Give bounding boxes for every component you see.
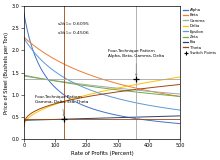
Line: Theta: Theta	[24, 84, 180, 127]
Eta	[179, 115, 181, 117]
Delta	[176, 76, 178, 78]
Eta	[159, 116, 161, 117]
Delta	[40, 109, 43, 111]
Line: Zeta: Zeta	[24, 75, 180, 96]
Gamma	[40, 78, 43, 80]
Epsilon	[159, 106, 161, 108]
Zeta	[40, 78, 43, 80]
Epsilon	[50, 68, 52, 69]
Beta	[50, 56, 52, 58]
Zeta	[50, 79, 52, 81]
Legend: Alpha, Beta, Gamma, Delta, Epsilon, Zeta, Eta, Theta, Switch Points: Alpha, Beta, Gamma, Delta, Epsilon, Zeta…	[183, 8, 216, 55]
Gamma	[159, 91, 161, 93]
Gamma	[176, 93, 178, 95]
Theta	[89, 95, 92, 97]
Theta	[179, 84, 181, 85]
Line: Beta: Beta	[24, 37, 180, 96]
Delta	[159, 79, 161, 81]
Y-axis label: Price of Steel (Bushels per Ton): Price of Steel (Bushels per Ton)	[4, 32, 9, 114]
Gamma	[22, 75, 25, 77]
Beta	[159, 92, 161, 94]
Gamma	[50, 79, 52, 81]
Alpha	[22, 12, 25, 14]
Epsilon	[40, 59, 43, 61]
Delta	[22, 126, 25, 128]
Beta	[176, 95, 178, 97]
Eta	[176, 115, 178, 117]
Epsilon	[179, 109, 181, 111]
Text: $s_2/s_1 = 0.6095$
$s_3/s_1 = 0.4506$: $s_2/s_1 = 0.6095$ $s_3/s_1 = 0.4506$	[57, 20, 89, 36]
Line: Gamma: Gamma	[24, 76, 180, 94]
Zeta	[159, 94, 161, 96]
Delta	[89, 93, 92, 95]
Epsilon	[89, 89, 92, 91]
Alpha	[40, 69, 43, 71]
X-axis label: Rate of Profits (Percent): Rate of Profits (Percent)	[71, 151, 133, 156]
Theta	[22, 126, 25, 128]
Theta	[40, 107, 43, 109]
Epsilon	[22, 37, 25, 39]
Delta	[82, 95, 85, 97]
Alpha	[50, 82, 52, 84]
Theta	[82, 96, 85, 98]
Zeta	[179, 96, 181, 97]
Zeta	[82, 84, 85, 86]
Eta	[40, 119, 43, 121]
Zeta	[176, 95, 178, 97]
Line: Delta: Delta	[24, 77, 180, 127]
Text: Four-Technique Pattern
Alpha, Beta, Gamma, Delta: Four-Technique Pattern Alpha, Beta, Gamm…	[108, 49, 164, 76]
Text: Four-Technique Pattern
Gamma, Delta, Eta, Theta: Four-Technique Pattern Gamma, Delta, Eta…	[35, 95, 88, 116]
Theta	[176, 84, 178, 86]
Alpha	[82, 105, 85, 107]
Zeta	[89, 85, 92, 87]
Line: Epsilon: Epsilon	[24, 38, 180, 110]
Line: Eta: Eta	[24, 116, 180, 120]
Zeta	[22, 74, 25, 76]
Eta	[50, 119, 52, 120]
Delta	[179, 76, 181, 78]
Beta	[89, 74, 92, 76]
Gamma	[82, 84, 85, 85]
Epsilon	[82, 86, 85, 88]
Gamma	[179, 93, 181, 95]
Beta	[82, 72, 85, 74]
Line: Alpha: Alpha	[24, 13, 180, 124]
Beta	[22, 36, 25, 38]
Alpha	[159, 121, 161, 123]
Theta	[50, 104, 52, 106]
Eta	[82, 118, 85, 120]
Gamma	[89, 84, 92, 86]
Beta	[179, 96, 181, 97]
Alpha	[89, 107, 92, 109]
Alpha	[179, 123, 181, 125]
Beta	[40, 50, 43, 52]
Delta	[50, 105, 52, 107]
Eta	[22, 119, 25, 121]
Epsilon	[176, 109, 178, 111]
Eta	[89, 117, 92, 119]
Alpha	[176, 122, 178, 124]
Theta	[159, 86, 161, 88]
